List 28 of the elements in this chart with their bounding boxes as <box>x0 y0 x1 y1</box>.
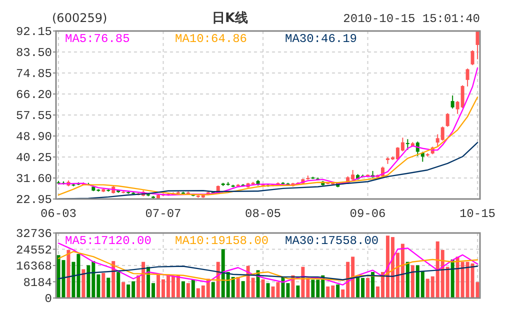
y-tick-label: 74.85 <box>16 67 52 81</box>
text: MA10:64.86 <box>175 32 248 46</box>
y-tick-label: 57.55 <box>16 109 52 123</box>
x-tick-label: 09-06 <box>350 207 386 221</box>
y-tick-label: 32736 <box>16 227 52 241</box>
series-label: MA10:19158.00 <box>175 234 269 248</box>
text: 2010-10-15 15:01:40 <box>343 12 480 26</box>
y-tick-label: 31.60 <box>16 172 52 186</box>
x-tick-label: 10-15 <box>460 207 496 221</box>
text: MA30:17558.00 <box>285 234 379 248</box>
chart-subtitle: (600259) <box>52 11 108 25</box>
x-tick-label: 07-07 <box>145 207 182 221</box>
y-tick-label: 0 <box>44 292 52 306</box>
y-tick-label: 48.90 <box>16 130 52 144</box>
y-tick-label: 8184 <box>23 276 52 290</box>
y-tick-label: 66.20 <box>16 88 52 102</box>
y-tick-label: 92.15 <box>16 25 52 39</box>
y-tick-label: 40.25 <box>16 151 52 165</box>
chart-title: 日K线 <box>212 11 248 26</box>
x-tick-label: 08-05 <box>245 207 282 221</box>
y-tick-label: 22.95 <box>16 193 52 207</box>
y-tick-label: 24552 <box>16 243 52 258</box>
text: MA5:76.85 <box>65 32 130 46</box>
text: MA30:46.19 <box>285 32 358 46</box>
x-tick-label: 06-03 <box>40 207 76 221</box>
series-label: MA5:17120.00 <box>65 234 152 248</box>
y-tick-label: 16368 <box>16 260 52 274</box>
y-tick-label: 83.50 <box>16 46 52 60</box>
